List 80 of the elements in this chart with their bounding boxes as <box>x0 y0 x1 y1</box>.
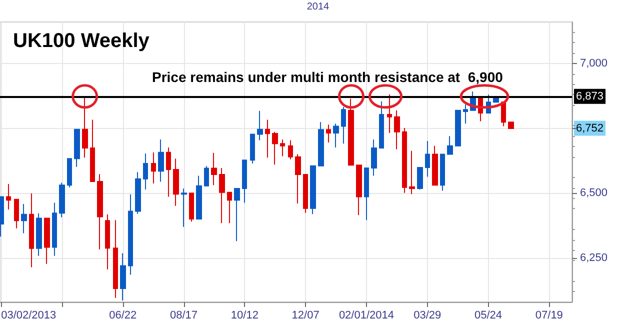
candlestick <box>29 192 34 268</box>
candlestick <box>52 202 57 256</box>
candlestick <box>67 158 72 188</box>
candlestick <box>364 167 369 221</box>
candlestick <box>326 124 331 144</box>
candlestick <box>120 252 126 301</box>
candlestick <box>97 174 103 250</box>
x-tick-label: 03/02/2013 <box>1 310 56 322</box>
candlestick <box>348 98 354 166</box>
y-tick-label: 7,000 <box>580 57 608 70</box>
candlestick <box>250 134 255 164</box>
candlestick <box>128 194 133 276</box>
candlestick <box>425 140 430 178</box>
x-tick-label: 10/12 <box>230 310 258 322</box>
candlestick <box>371 138 377 176</box>
candlestick <box>272 131 278 166</box>
chart-title: UK100 Weekly <box>13 30 150 52</box>
candlestick <box>14 198 19 229</box>
y-tick-label: 6,250 <box>580 252 608 264</box>
candlestick <box>211 152 217 186</box>
x-tick-label: 08/17 <box>170 310 198 322</box>
candlestick <box>204 166 209 186</box>
candlestick <box>387 94 392 134</box>
candlestick <box>219 167 225 224</box>
candlestick <box>493 97 499 103</box>
candlestick <box>508 122 514 130</box>
candlestick <box>74 128 80 168</box>
x-tick-label: 03/29 <box>414 310 442 322</box>
candlestick <box>295 154 301 204</box>
candlestick <box>341 106 346 144</box>
x-tick-label: 05/24 <box>474 310 502 322</box>
annotation: 6,752 <box>576 122 604 134</box>
candlestick <box>105 214 110 270</box>
candlestick <box>90 119 95 182</box>
candlestick <box>151 152 156 184</box>
candlestick <box>288 140 293 160</box>
candlestick <box>402 128 407 194</box>
candlestick <box>189 192 194 222</box>
candlestick <box>394 110 400 150</box>
candlestick <box>432 145 438 186</box>
x-tick-label: 02/01/2014 <box>338 310 394 322</box>
candlestick <box>318 122 324 166</box>
candlestick <box>21 204 27 234</box>
x-tick-label: 12/07 <box>292 310 320 322</box>
candlestick <box>135 172 141 214</box>
candlestick <box>242 160 247 204</box>
candlestick <box>181 188 187 228</box>
candlestick <box>455 110 461 146</box>
candlestick <box>6 184 11 210</box>
candlestick <box>447 136 453 155</box>
candlestick <box>356 164 362 216</box>
candlestick <box>303 174 308 214</box>
candlestick <box>280 138 285 157</box>
text: 2014 <box>306 2 330 12</box>
candlestick <box>333 123 339 148</box>
candlestick <box>113 220 118 298</box>
candlestick <box>59 182 65 218</box>
candlestick <box>166 146 171 198</box>
candlestick <box>196 175 202 220</box>
candlestick <box>463 104 468 124</box>
annotation: Price remains under multi month resistance at 6,900 <box>152 69 504 85</box>
candlestick <box>440 154 445 192</box>
candlestick <box>82 96 88 158</box>
candlestick <box>173 158 179 206</box>
candlestick <box>227 192 232 224</box>
candlestick <box>409 150 415 195</box>
candlestick <box>158 138 164 182</box>
y-tick-label: 6,500 <box>580 187 608 200</box>
candlestick <box>36 212 42 256</box>
candlestick <box>44 218 50 264</box>
candlestick <box>379 100 384 148</box>
ref-line-label: 6,873 <box>576 90 604 102</box>
candlestick <box>265 119 270 158</box>
x-tick-label: 06/22 <box>109 310 137 322</box>
candlestick <box>257 110 263 141</box>
candlestick <box>417 166 423 190</box>
candlestick <box>310 165 316 215</box>
candlestick <box>234 188 240 242</box>
candlestick <box>143 152 148 190</box>
x-tick-label: 07/19 <box>535 310 563 322</box>
